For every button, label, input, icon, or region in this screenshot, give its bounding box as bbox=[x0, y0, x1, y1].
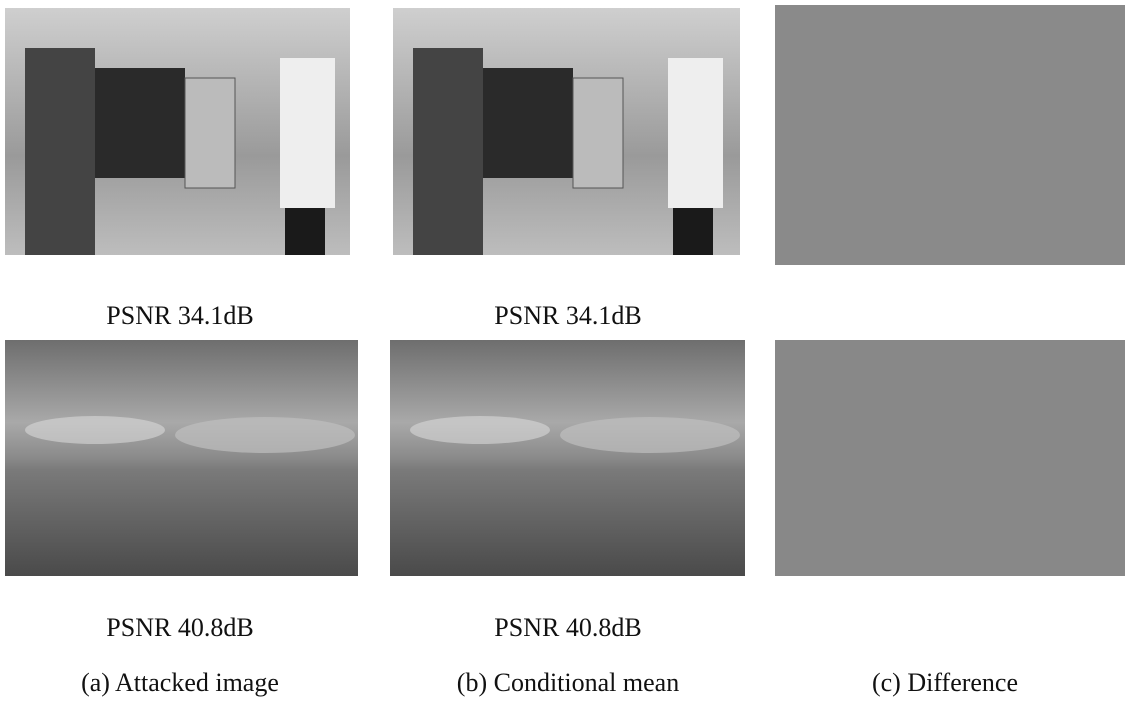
column-label: (a) Attacked image bbox=[0, 668, 360, 698]
psnr-caption: PSNR 40.8dB bbox=[388, 613, 748, 643]
figure: {"rows": [ {"captions": ["PSNR 34.1dB", … bbox=[0, 0, 1130, 703]
conditional-mean-image bbox=[393, 8, 740, 255]
psnr-caption: PSNR 40.8dB bbox=[0, 613, 360, 643]
difference-image bbox=[775, 5, 1125, 265]
attacked-image bbox=[5, 340, 358, 576]
attacked-image bbox=[5, 8, 350, 255]
conditional-mean-image bbox=[390, 340, 745, 576]
psnr-caption: PSNR 34.1dB bbox=[388, 301, 748, 331]
column-label: (b) Conditional mean bbox=[388, 668, 748, 698]
psnr-caption: PSNR 34.1dB bbox=[0, 301, 360, 331]
column-label: (c) Difference bbox=[765, 668, 1125, 698]
difference-image bbox=[775, 340, 1125, 576]
